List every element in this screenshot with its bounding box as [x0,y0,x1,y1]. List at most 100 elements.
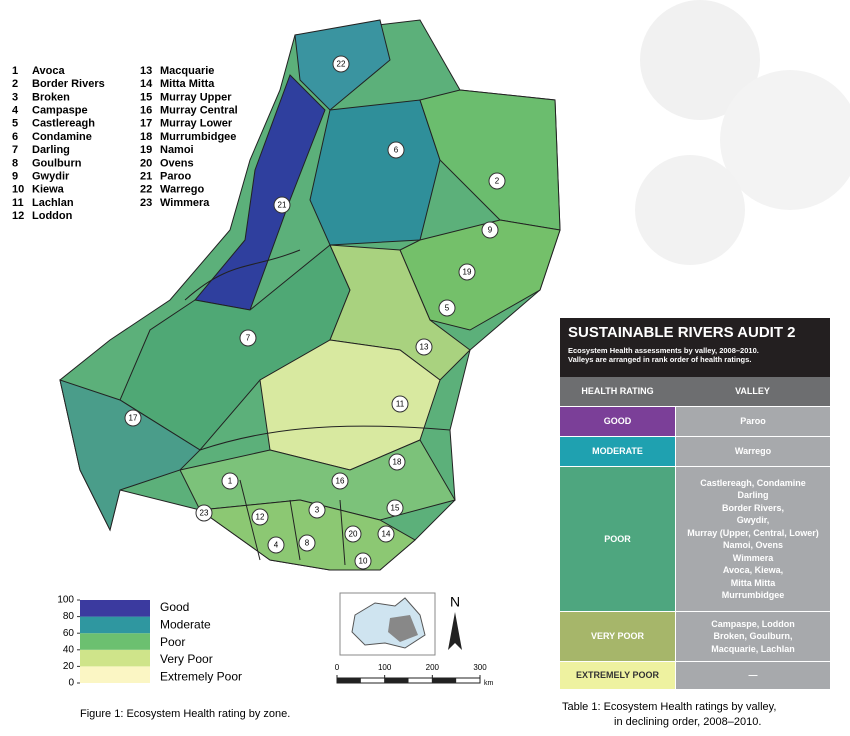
zone-name: Darling [32,144,70,156]
zone-label: 20 [349,530,358,539]
zone-number: 10 [12,184,24,196]
scale-label: 0 [335,663,340,672]
zone-number: 9 [12,171,18,183]
table-title-text: SUSTAINABLE RIVERS AUDIT 2 [568,324,796,341]
north-label: N [450,594,460,610]
zone-number: 13 [140,65,152,77]
zone-label: 19 [463,268,472,277]
legend-label: Very Poor [160,652,213,666]
zone-marker [124,409,142,427]
rating-cell: VERY POOR [560,612,675,662]
legend-band [80,600,150,617]
zone-label: 5 [445,304,450,313]
zone-name: Condamine [32,131,92,143]
zone-marker [331,472,349,490]
zone-marker [273,196,291,214]
zone-label: 1 [228,477,233,486]
table-caption: in declining order, 2008–2010. [614,716,762,728]
legend-band [80,666,150,683]
valley-name: Campaspe, Loddon [711,618,795,629]
table-subtitle: Ecosystem Health assessments by valley, … [568,346,759,355]
zone-number: 12 [12,210,24,222]
legend-tick-label: 20 [63,661,75,672]
zone-label: 7 [246,334,251,343]
table-header: VALLEY [675,377,830,407]
zone-label: 14 [382,530,391,539]
valley-cell: Campaspe, Loddon Broken, Goulburn, Macquar… [675,612,830,662]
valley-name: Warrego [734,446,772,457]
valley-name: Mitta Mitta [730,577,776,588]
valley-name: Murrumbidgee [721,590,785,600]
zone-marker [332,55,350,73]
zone-marker [387,141,405,159]
zone-marker [438,299,456,317]
zone-label: 17 [129,414,138,423]
scale-segment [337,678,361,683]
zone-number: 17 [140,118,152,130]
zone-name: Murray Lower [160,118,233,130]
valley-name: Castlereagh, Condamine [700,477,806,488]
valley-name: — [748,670,758,681]
rating-cell: MODERATE [560,437,675,467]
basin [59,19,561,571]
scale-label: 300 [473,663,487,672]
zone-name: Namoi [160,144,194,156]
zone-number: 5 [12,118,18,130]
zone-label: 3 [315,506,320,515]
zone-marker [298,534,316,552]
valley-name: Border Rivers, [721,502,785,513]
valley-name: Broken, Goulburn, [713,631,793,642]
zone-name: Ovens [160,157,194,169]
zone-name: Goulburn [32,157,82,169]
zone-name: Murray Central [160,105,238,117]
zone-label: 10 [359,557,368,566]
zone-name: Border Rivers [32,78,105,90]
zone-label: 15 [391,504,400,513]
scale-segment [384,678,409,683]
zone-marker [308,501,326,519]
zone-label: 18 [393,458,402,467]
zone-name: Wimmera [160,197,210,209]
table-header: HEALTH RATING [560,377,675,407]
figure-caption: Figure 1: Ecosystem Health rating by zon… [80,708,290,720]
zone-name: Avoca [32,65,65,77]
zone-name: Macquarie [160,65,214,77]
zone-number: 18 [140,131,152,143]
legend-tick-label: 0 [68,678,74,689]
valley-cell: — [675,662,830,690]
zone-name: Broken [32,91,70,103]
zone-number: 2 [12,78,18,90]
table-title: SUSTAINABLE RIVERS AUDIT 2 Ecosystem Heal… [560,318,830,377]
zone-marker [354,552,372,570]
table-caption: Table 1: Ecosystem Health ratings by val… [562,701,777,713]
zone-number: 15 [140,91,152,103]
zone-number: 16 [140,105,152,117]
valley-name: Gwydir, [736,515,770,525]
legend-tick-label: 60 [63,628,75,639]
zone-marker [481,221,499,239]
zone-marker [488,172,506,190]
zone-number: 6 [12,131,18,143]
rating-cell: GOOD [560,407,675,437]
legend-label: Extremely Poor [160,669,242,683]
inset-map [339,592,436,656]
zone-marker [239,329,257,347]
zone-marker [377,525,395,543]
valley-name: Paroo [740,416,766,427]
legend-label: Poor [160,635,185,649]
zone-name: Campaspe [32,105,88,117]
valley-cell: Warrego [675,437,830,467]
zone-number: 11 [12,197,24,209]
zone-number: 21 [140,171,152,183]
zone-marker [386,499,404,517]
legend-label: Moderate [160,617,211,631]
zone-number: 20 [140,157,152,169]
zone-name: Lachlan [32,197,74,209]
zone-number: 3 [12,91,18,103]
legend-tick-label: 100 [57,595,74,606]
zone-name: Mitta Mitta [160,78,215,90]
scale-segment [432,678,457,683]
zone-number: 22 [140,184,152,196]
